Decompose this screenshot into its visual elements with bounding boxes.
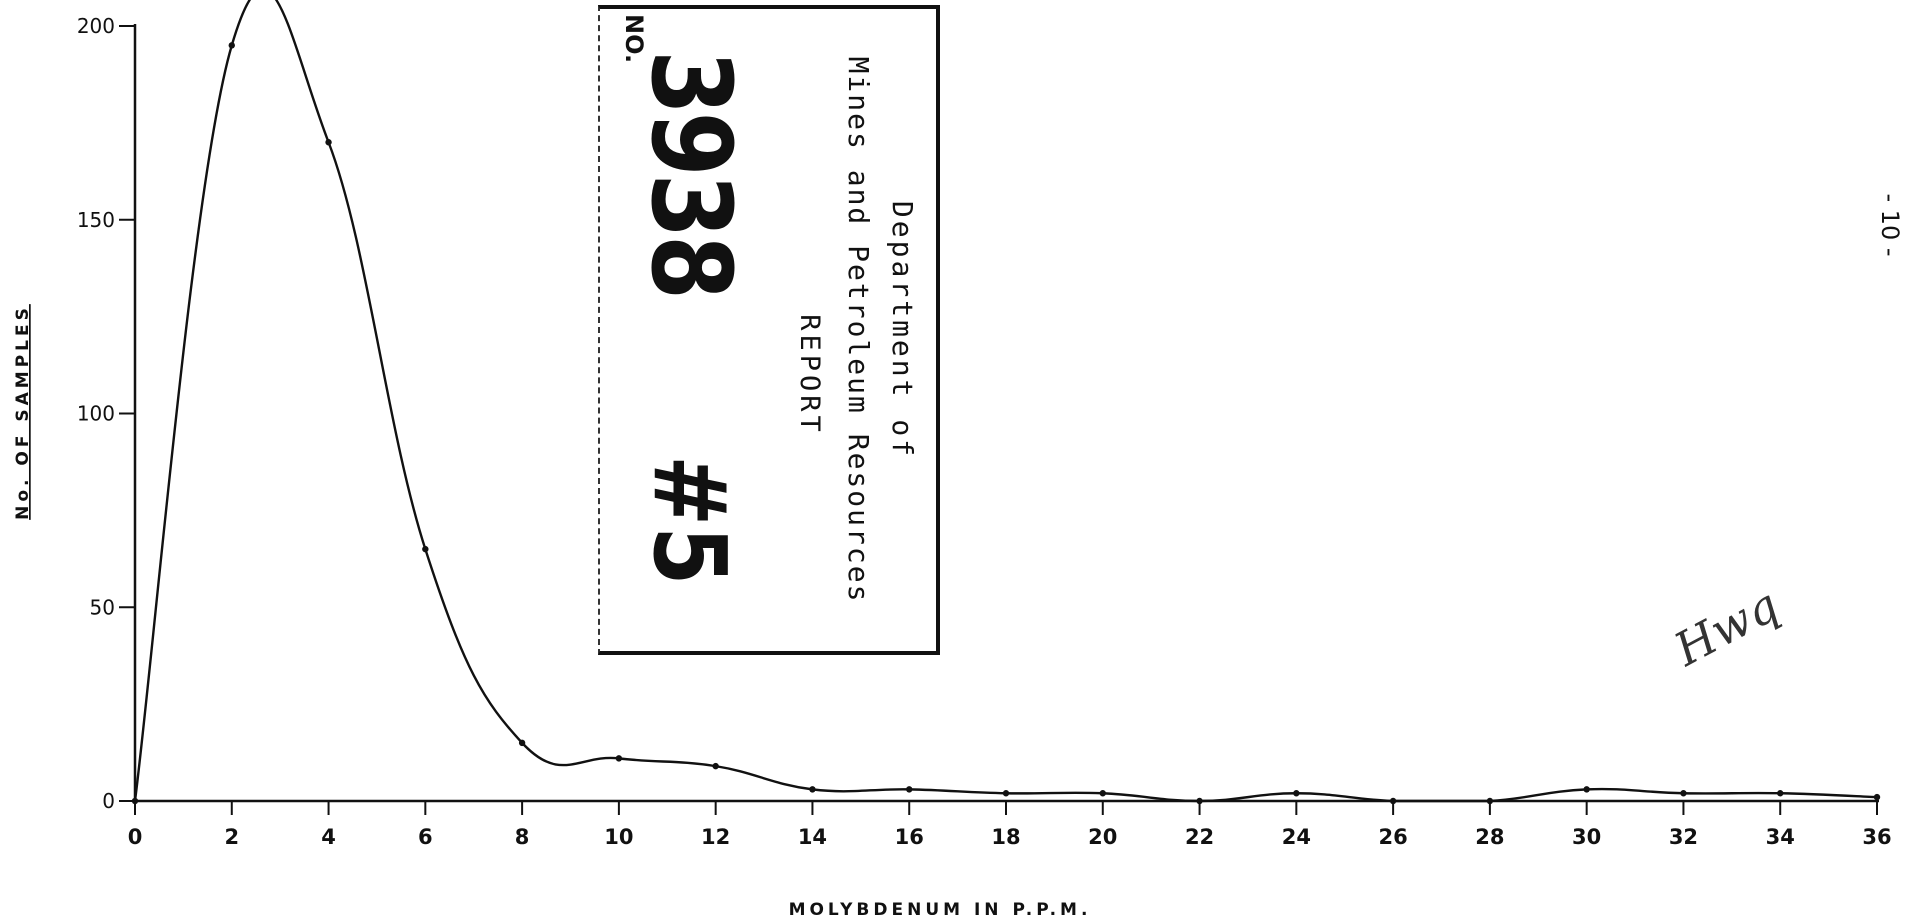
data-point [1583,786,1590,793]
data-point [518,739,526,747]
x-tick-label: 4 [321,825,336,849]
y-tick-label: 200 [77,14,115,38]
x-axis-title: MOLYBDENUM IN P.P.M. [789,900,1092,920]
x-tick-label: 14 [798,825,827,849]
data-point [1002,790,1010,797]
x-tick-label: 28 [1475,825,1504,849]
data-points [131,42,1881,805]
x-tick-label: 22 [1185,825,1214,849]
page-number: - 10 - [1870,175,1909,275]
x-tick-label: 12 [701,825,730,849]
data-point [325,139,332,146]
data-point [712,762,719,770]
axes [133,24,1879,803]
data-point [131,797,139,805]
x-tick-label: 8 [515,825,530,849]
x-tick-label: 30 [1572,825,1601,849]
x-tick-label: 2 [224,825,239,849]
y-tick-label: 0 [102,789,115,813]
x-tick-label: 0 [128,825,143,849]
x-tick-label: 32 [1669,825,1698,849]
stamp-ministry: Mines and Petroleum Resources [842,56,875,604]
x-tick-label: 10 [604,825,633,849]
stamp-department: Department of [886,200,919,460]
data-point [1680,790,1687,797]
page-number-text: - 10 - [1876,193,1904,257]
y-ticks: 0 50 100 150 200 [77,14,135,813]
data-point [1196,797,1203,805]
report-stamp: Department of Mines and Petroleum Resour… [598,5,940,655]
data-point [1873,793,1881,801]
x-tick-label: 6 [418,825,433,849]
x-tick-label: 18 [991,825,1020,849]
data-point [615,755,623,762]
x-tick-label: 16 [895,825,924,849]
x-tick-label: 20 [1088,825,1117,849]
series-line [133,0,1878,803]
data-point [1293,790,1300,797]
data-point [809,786,816,793]
report-stamp-text: Department of Mines and Petroleum Resour… [603,10,933,650]
x-tick-label: 34 [1766,825,1795,849]
y-tick-label: 50 [90,595,115,619]
stamp-report-label: REPORT [794,314,825,436]
x-ticks: 0 2 4 6 8 10 12 14 16 18 20 22 24 26 28 30 32 34 36 [128,801,1892,849]
data-point [1777,790,1784,797]
data-point [906,786,913,793]
data-point [1486,797,1494,805]
y-axis-title: No. OF SAMPLES [13,304,33,520]
x-tick-label: 26 [1378,825,1407,849]
stamp-report-number: 3938 [627,50,755,297]
data-point [1099,790,1106,797]
data-point [1389,797,1397,805]
x-tick-label: 24 [1282,825,1311,849]
data-point [422,545,429,553]
stamp-map-number: #5 [631,455,748,586]
data-point [228,42,235,49]
y-tick-label: 150 [77,208,115,232]
x-tick-label: 36 [1862,825,1891,849]
y-tick-label: 100 [77,402,115,426]
